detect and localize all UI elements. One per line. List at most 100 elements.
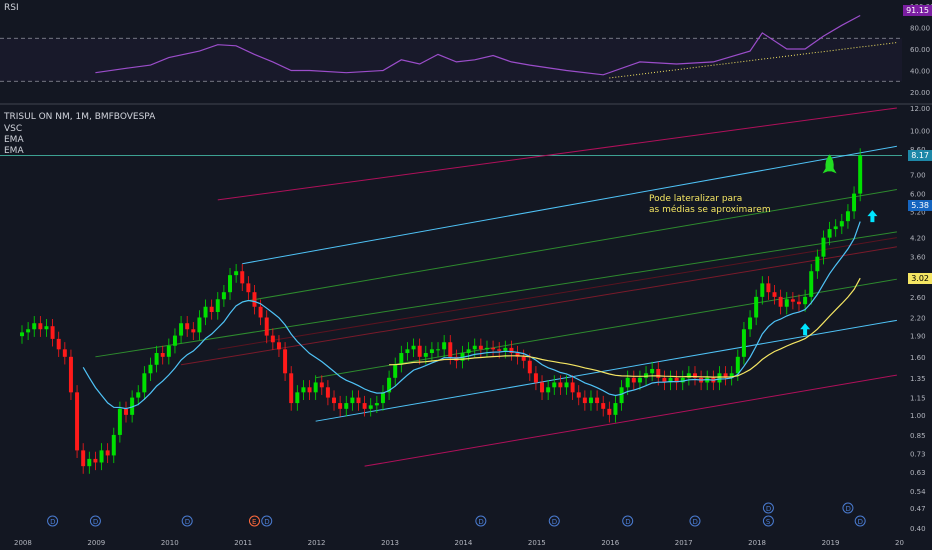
candle-body xyxy=(99,450,104,463)
candle-body xyxy=(344,403,349,409)
annotation-line-2: as médias se aproximarem xyxy=(649,205,771,215)
candle-body xyxy=(491,347,496,350)
candle-body xyxy=(680,377,685,383)
candle-body xyxy=(815,256,820,272)
candle-body xyxy=(44,326,49,330)
event-marker-label: D xyxy=(50,518,55,526)
price-tick-label: 0.85 xyxy=(910,432,926,440)
channel-red-mid xyxy=(180,246,897,366)
event-marker xyxy=(762,515,774,527)
candle-body xyxy=(484,347,489,350)
candle-body xyxy=(68,356,73,393)
candle-body xyxy=(454,356,459,361)
indicator-ema-1[interactable]: EMA xyxy=(4,135,24,145)
x-axis-year-label: 2012 xyxy=(308,539,326,547)
candle-body xyxy=(754,296,759,318)
candle-body xyxy=(105,450,110,456)
candle-body xyxy=(362,403,367,409)
candle-body xyxy=(172,335,177,346)
candle-body xyxy=(772,292,777,297)
event-marker xyxy=(261,515,273,527)
rsi-trendline xyxy=(609,42,897,79)
event-marker xyxy=(89,515,101,527)
event-marker-label: D xyxy=(478,518,483,526)
candle-body xyxy=(521,356,526,361)
candle-body xyxy=(289,373,294,404)
candle-body xyxy=(582,397,587,404)
candle-body xyxy=(686,373,691,378)
candle-body xyxy=(374,403,379,406)
event-marker xyxy=(854,515,866,527)
candle-body xyxy=(191,329,196,333)
candle-body xyxy=(741,329,746,357)
candle-body xyxy=(295,392,300,404)
candle-body xyxy=(558,382,563,388)
symbol-title[interactable]: TRISUL ON NM, 1M, BMFBOVESPA xyxy=(4,112,156,122)
price-tick-label: 10.00 xyxy=(910,128,930,136)
rsi-tick-label: 60.00 xyxy=(910,46,930,54)
event-marker xyxy=(475,515,487,527)
x-axis-year-label: 2014 xyxy=(455,539,473,547)
event-marker-label: D xyxy=(264,518,269,526)
candle-body xyxy=(503,347,508,351)
candle-body xyxy=(497,349,502,351)
indicator-vsc[interactable]: VSC xyxy=(4,124,23,134)
candle-body xyxy=(26,329,31,333)
event-marker xyxy=(548,515,560,527)
candle-body xyxy=(729,373,734,378)
candle-body xyxy=(111,434,116,456)
candle-body xyxy=(148,364,153,374)
x-axis-year-label: 2016 xyxy=(601,539,619,547)
candle-body xyxy=(784,299,789,307)
candle-body xyxy=(576,392,581,398)
event-marker-label: D xyxy=(625,518,630,526)
candle-body xyxy=(625,377,630,388)
rsi-tick-label: 20.00 xyxy=(910,89,930,97)
candle-body xyxy=(185,323,190,330)
candle-body xyxy=(276,342,281,350)
price-tick-label: 1.15 xyxy=(910,395,926,403)
event-marker xyxy=(248,515,260,527)
x-axis-year-label: 2013 xyxy=(381,539,399,547)
candle-body xyxy=(527,360,532,374)
candle-body xyxy=(356,397,361,404)
candle-body xyxy=(607,408,612,415)
candle-body xyxy=(533,373,538,383)
event-marker-label: D xyxy=(93,518,98,526)
ema-slow-badge: 3.02 xyxy=(908,273,932,284)
event-marker-label: S xyxy=(766,518,771,526)
candle-body xyxy=(221,292,226,300)
candle-body xyxy=(179,323,184,336)
event-marker xyxy=(181,515,193,527)
price-tick-label: 1.35 xyxy=(910,375,926,383)
candle-body xyxy=(283,349,288,374)
candle-body xyxy=(87,458,92,467)
candle-body xyxy=(735,356,740,374)
ema-fast-badge: 5.38 xyxy=(908,200,932,211)
candle-body xyxy=(319,382,324,388)
channel-green-lower xyxy=(95,231,897,358)
price-tick-label: 0.40 xyxy=(910,525,926,533)
candle-body xyxy=(423,353,428,357)
indicator-ema-2[interactable]: EMA xyxy=(4,146,24,156)
candle-body xyxy=(38,323,43,330)
candle-body xyxy=(613,403,618,415)
candle-body xyxy=(387,377,392,393)
candle-body xyxy=(478,345,483,350)
candle-body xyxy=(723,373,728,378)
event-marker-label: D xyxy=(692,518,697,526)
candle-body xyxy=(20,332,24,337)
candle-body xyxy=(656,368,661,378)
candle-body xyxy=(252,292,257,307)
candle-body xyxy=(662,377,667,383)
price-tick-label: 1.60 xyxy=(910,354,926,362)
candle-body xyxy=(160,353,165,357)
candle-body xyxy=(166,345,171,357)
candle-body xyxy=(472,345,477,350)
candle-body xyxy=(130,397,135,415)
x-axis-year-label: 2018 xyxy=(748,539,766,547)
event-marker-label: D xyxy=(845,505,850,513)
candle-body xyxy=(215,299,220,312)
chart-annotation: Pode lateralizar para as médias se aprox… xyxy=(649,194,771,216)
candle-body xyxy=(313,382,318,393)
